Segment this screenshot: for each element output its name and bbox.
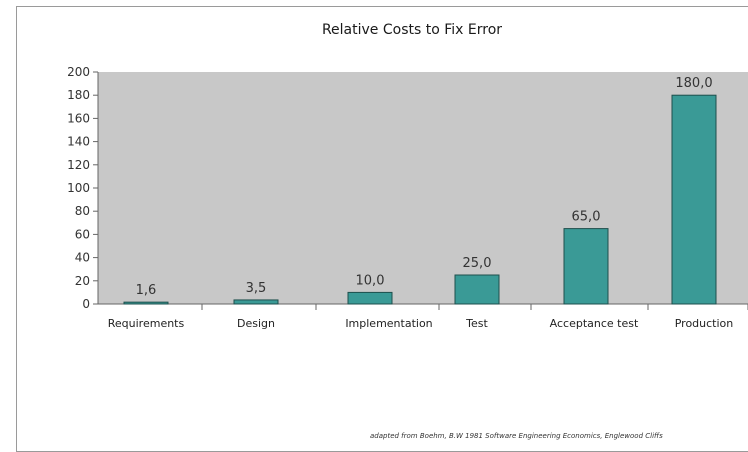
- data-label: 25,0: [463, 256, 492, 271]
- bar-acceptance-test: [563, 228, 609, 305]
- x-category-label: Test: [465, 317, 488, 330]
- bar-chart: Relative Costs to Fix Error 0 20 40 60 80 100…: [67, 22, 748, 440]
- data-label: 1,6: [136, 283, 157, 298]
- y-axis-ticks: 0 20 40 60 80 100 120 140 160 180 200: [67, 65, 98, 311]
- x-category-label: Design: [237, 317, 275, 330]
- y-tick-label: 160: [67, 111, 90, 125]
- data-label: 3,5: [246, 281, 267, 296]
- x-category-label: Acceptance test: [550, 317, 639, 330]
- y-tick-label: 100: [67, 181, 90, 195]
- y-tick-label: 80: [75, 204, 90, 218]
- y-tick-label: 180: [67, 88, 90, 102]
- x-category-label: Implementation: [345, 317, 432, 330]
- y-tick-label: 0: [82, 297, 90, 311]
- bar-production: [671, 94, 717, 305]
- plot-area: [98, 72, 748, 304]
- y-tick-label: 20: [75, 274, 90, 288]
- y-tick-label: 60: [75, 227, 90, 241]
- bar-design: [233, 299, 279, 305]
- x-category-label: Production: [675, 317, 734, 330]
- data-label: 65,0: [572, 210, 601, 225]
- bar-test: [454, 274, 500, 305]
- bar-implementation: [347, 291, 393, 305]
- x-axis-labels: Requirements Design Implementation Test Acce…: [108, 304, 748, 330]
- y-tick-label: 120: [67, 158, 90, 172]
- y-tick-label: 40: [75, 251, 90, 265]
- chart-title: Relative Costs to Fix Error: [322, 22, 502, 38]
- bars-group: 1,6 3,5 10,0 25,0 65,0 180,0: [123, 76, 717, 305]
- source-credit: adapted from Boehm, B.W 1981 Software En…: [370, 432, 663, 440]
- y-tick-label: 140: [67, 135, 90, 149]
- data-label: 10,0: [356, 273, 385, 288]
- bar-requirements: [123, 301, 169, 305]
- x-category-label: Requirements: [108, 317, 185, 330]
- y-tick-label: 200: [67, 65, 90, 79]
- data-label: 180,0: [675, 76, 712, 91]
